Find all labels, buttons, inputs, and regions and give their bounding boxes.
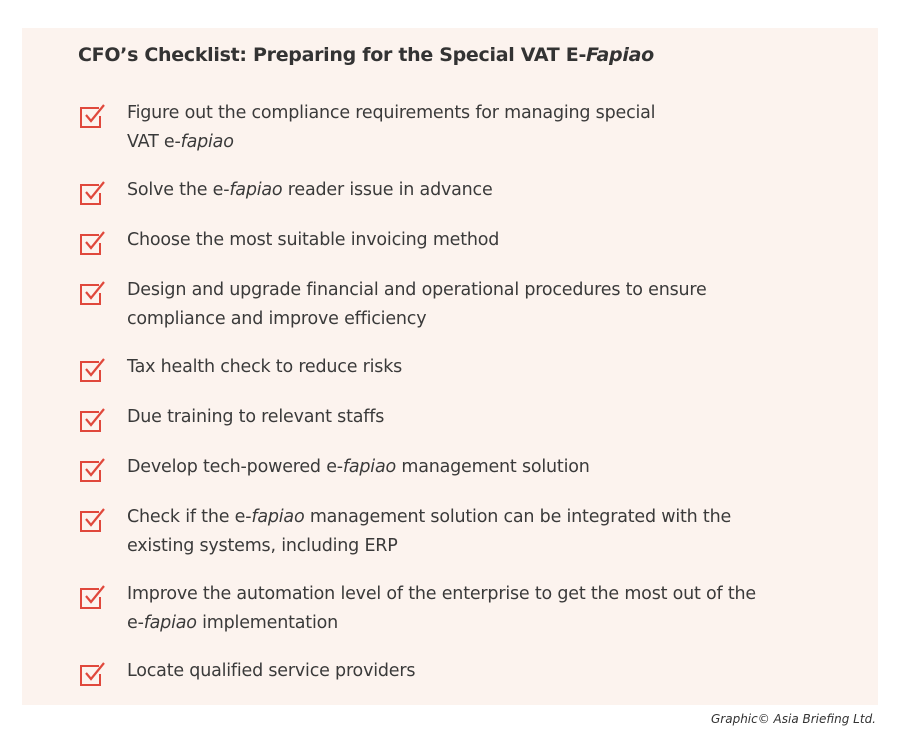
check-icon xyxy=(80,408,105,432)
text-line: Tax health check to reduce risks xyxy=(127,353,402,382)
text-segment: Fapiao xyxy=(586,44,654,66)
text-segment: Due training to relevant staffs xyxy=(127,407,385,427)
checklist-item: Solve the e-fapiao reader issue in advan… xyxy=(78,176,756,207)
text-line: Develop tech-powered e-fapiao management… xyxy=(127,453,590,482)
text-segment: Check if the e- xyxy=(127,507,252,527)
text-segment: Tax health check to reduce risks xyxy=(127,357,403,377)
item-text: Check if the e-fapiao management solutio… xyxy=(127,503,731,561)
text-line: Due training to relevant staffs xyxy=(127,403,384,432)
text-segment: fapiao xyxy=(229,180,283,200)
text-line: Figure out the compliance requirements f… xyxy=(127,99,656,128)
checklist-item: Figure out the compliance requirements f… xyxy=(78,99,756,157)
check-icon xyxy=(80,181,105,205)
text-line: compliance and improve efficiency xyxy=(127,305,707,334)
text-segment: implementation xyxy=(196,613,339,633)
text-segment: management solution can be integrated wi… xyxy=(304,507,732,527)
text-segment: management solution xyxy=(395,457,590,477)
item-text: Locate qualified service providers xyxy=(127,657,415,686)
text-line: VAT e-fapiao xyxy=(127,128,655,157)
text-segment: fapiao xyxy=(251,507,305,527)
title: CFO’s Checklist: Preparing for the Speci… xyxy=(78,44,654,66)
item-text: Due training to relevant staffs xyxy=(127,403,384,432)
item-text: Figure out the compliance requirements f… xyxy=(127,99,656,157)
text-segment: CFO’s Checklist: Preparing for the Speci… xyxy=(78,44,587,66)
check-icon xyxy=(80,662,105,686)
text-line: Improve the automation level of the ente… xyxy=(127,580,756,609)
checklist: Figure out the compliance requirements f… xyxy=(78,99,756,688)
text-segment: Develop tech-powered e- xyxy=(127,457,343,477)
checklist-item: Choose the most suitable invoicing metho… xyxy=(78,226,756,257)
text-segment: Design and upgrade financial and operati… xyxy=(127,280,707,300)
check-icon xyxy=(80,585,105,609)
text-line: Solve the e-fapiao reader issue in advan… xyxy=(127,176,493,205)
text-segment: compliance and improve efficiency xyxy=(127,309,427,329)
item-text: Solve the e-fapiao reader issue in advan… xyxy=(127,176,493,205)
text-segment: e- xyxy=(127,613,144,633)
text-segment: Improve the automation level of the ente… xyxy=(127,584,757,604)
check-icon xyxy=(80,281,105,305)
text-segment: fapiao xyxy=(342,457,396,477)
checklist-item: Check if the e-fapiao management solutio… xyxy=(78,503,756,561)
text-line: Choose the most suitable invoicing metho… xyxy=(127,226,499,255)
text-line: Design and upgrade financial and operati… xyxy=(127,276,707,305)
checklist-item: Due training to relevant staffs xyxy=(78,403,756,434)
check-icon xyxy=(80,458,105,482)
text-line: e-fapiao implementation xyxy=(127,609,756,638)
text-segment: VAT e- xyxy=(127,132,181,152)
text-segment: fapiao xyxy=(143,613,197,633)
text-segment: Locate qualified service providers xyxy=(127,661,416,681)
checklist-item: Tax health check to reduce risks xyxy=(78,353,756,384)
text-segment: existing systems, including ERP xyxy=(127,536,398,556)
text-line: existing systems, including ERP xyxy=(127,532,731,561)
text-line: Check if the e-fapiao management solutio… xyxy=(127,503,731,532)
text-segment: Figure out the compliance requirements f… xyxy=(127,103,656,123)
text-segment: fapiao xyxy=(180,132,234,152)
item-text: Develop tech-powered e-fapiao management… xyxy=(127,453,590,482)
checklist-item: Improve the automation level of the ente… xyxy=(78,580,756,638)
item-text: Improve the automation level of the ente… xyxy=(127,580,756,638)
text-line: Locate qualified service providers xyxy=(127,657,415,686)
text-segment: Solve the e- xyxy=(127,180,230,200)
checklist-item: Locate qualified service providers xyxy=(78,657,756,688)
check-icon xyxy=(80,104,105,128)
credit: Graphic© Asia Briefing Ltd. xyxy=(710,712,876,726)
checklist-panel: CFO’s Checklist: Preparing for the Speci… xyxy=(22,28,878,705)
item-text: Tax health check to reduce risks xyxy=(127,353,402,382)
check-icon xyxy=(80,358,105,382)
item-text: Design and upgrade financial and operati… xyxy=(127,276,707,334)
checklist-item: Design and upgrade financial and operati… xyxy=(78,276,756,334)
check-icon xyxy=(80,508,105,532)
check-icon xyxy=(80,231,105,255)
item-text: Choose the most suitable invoicing metho… xyxy=(127,226,499,255)
text-segment: Choose the most suitable invoicing metho… xyxy=(127,230,500,250)
checklist-item: Develop tech-powered e-fapiao management… xyxy=(78,453,756,484)
text-segment: reader issue in advance xyxy=(282,180,493,200)
